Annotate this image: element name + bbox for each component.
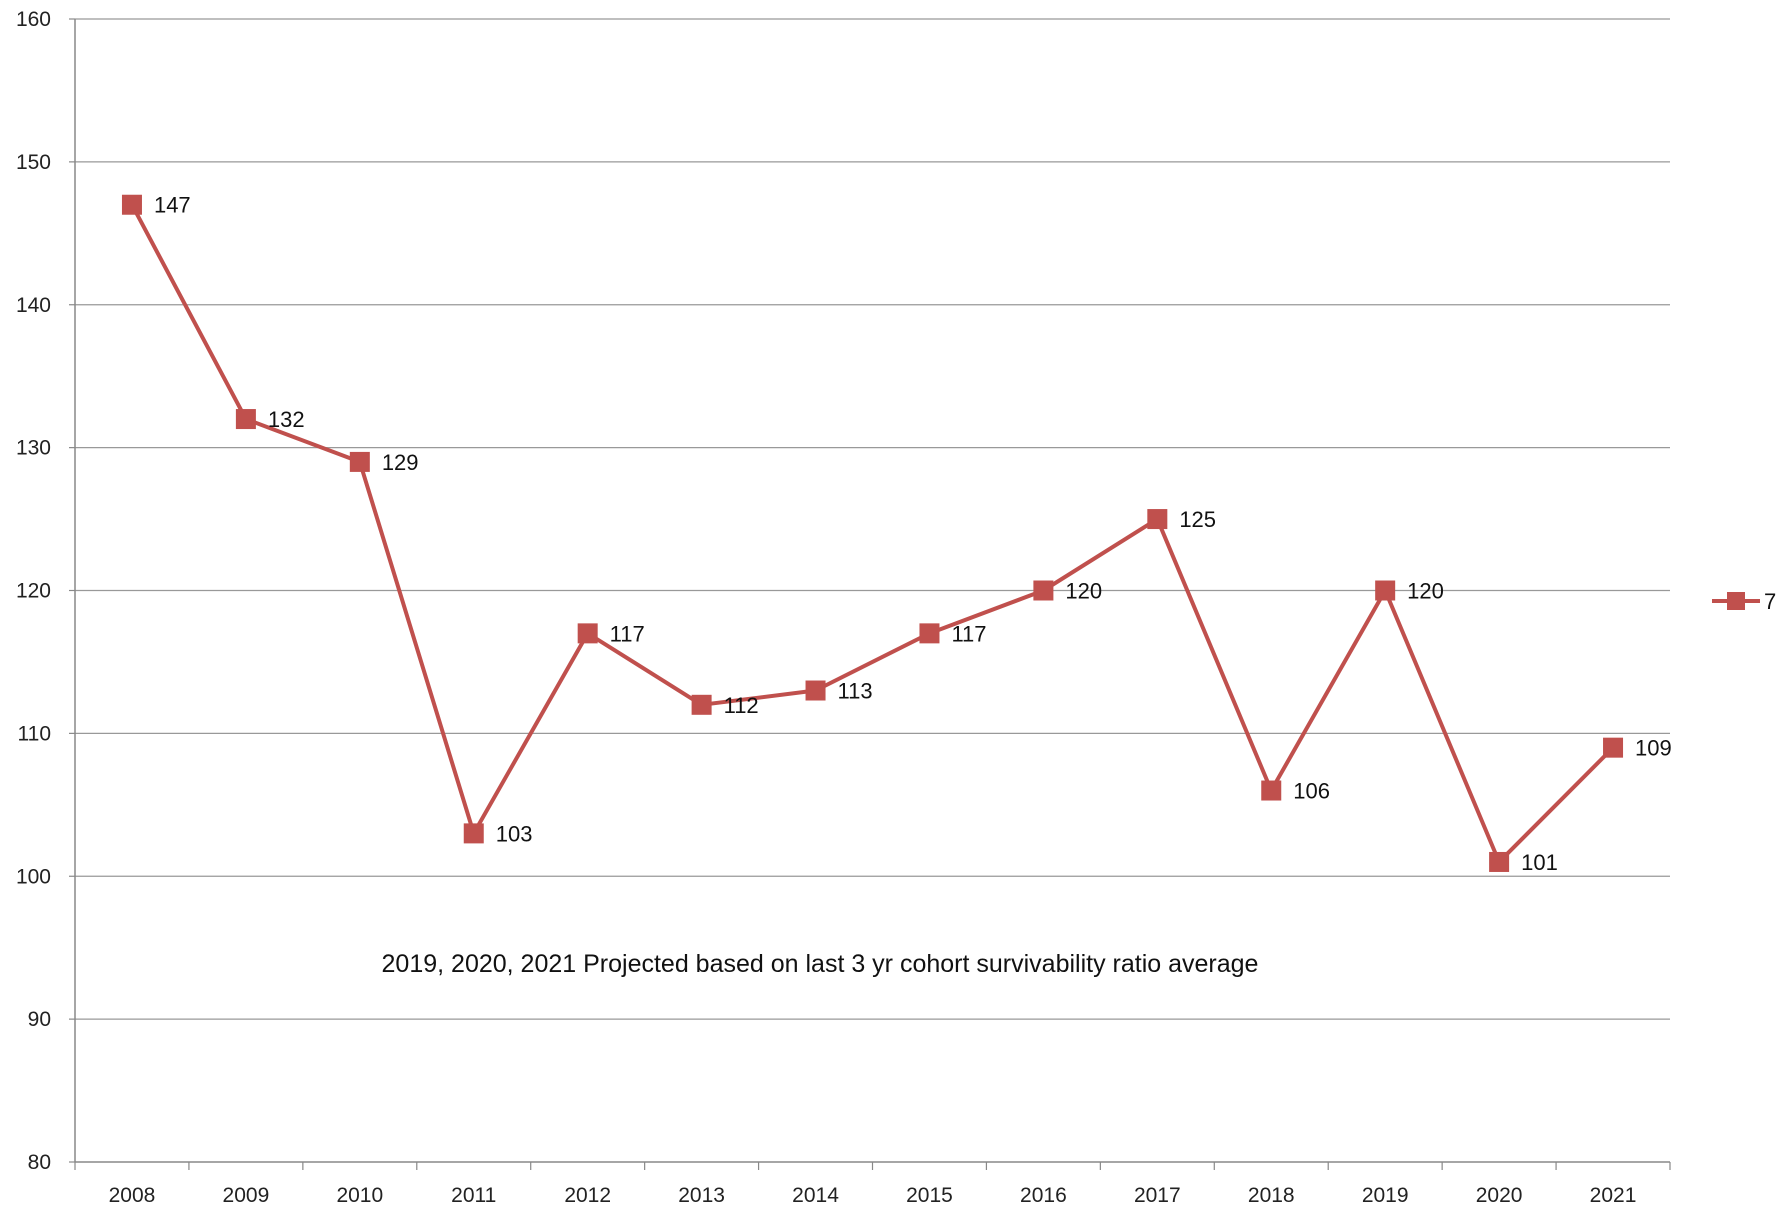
tick-labels: 80 90 100 110 120 130 140 150 160 2008 2009 2010 201… <box>16 8 1636 1207</box>
data-point-2021 <box>1603 737 1624 758</box>
chart-annotation: 2019, 2020, 2021 Projected based on last… <box>382 950 1259 978</box>
data-label-2010: 129 <box>382 450 419 475</box>
x-tick-label-2020: 2020 <box>1476 1184 1523 1207</box>
legend: 7 <box>1712 589 1776 614</box>
y-tick-label: 160 <box>16 8 51 31</box>
data-point-2012 <box>577 623 598 644</box>
axes <box>69 18 1671 1170</box>
x-tick-label-2018: 2018 <box>1248 1184 1295 1207</box>
x-tick-label-2021: 2021 <box>1590 1184 1637 1207</box>
data-label-2013: 112 <box>724 693 759 718</box>
y-tick-label: 90 <box>28 1008 51 1031</box>
data-point-2014 <box>805 680 826 701</box>
x-tick-label-2017: 2017 <box>1134 1184 1181 1207</box>
x-tick-label-2009: 2009 <box>223 1184 270 1207</box>
y-tick-label: 150 <box>16 151 51 174</box>
x-tick-label-2011: 2011 <box>451 1184 496 1207</box>
data-point-2017 <box>1147 509 1168 530</box>
data-point-2019 <box>1375 580 1396 601</box>
data-label-2011: 103 <box>496 821 533 846</box>
data-label-2017: 125 <box>1179 507 1216 532</box>
data-point-2008 <box>121 194 142 215</box>
y-tick-label: 140 <box>16 294 51 317</box>
gridlines <box>75 18 1670 1020</box>
x-tick-label-2008: 2008 <box>109 1184 156 1207</box>
x-tick-label-2016: 2016 <box>1020 1184 1067 1207</box>
data-label-2015: 117 <box>951 621 986 646</box>
data-label-2020: 101 <box>1521 850 1558 875</box>
series-line-7 <box>130 203 1615 864</box>
data-label-2012: 117 <box>610 621 645 646</box>
y-tick-label: 110 <box>18 722 51 745</box>
x-tick-label-2010: 2010 <box>336 1184 383 1207</box>
data-point-2018 <box>1261 780 1282 801</box>
data-label-2008: 147 <box>154 193 191 218</box>
x-tick-label-2013: 2013 <box>678 1184 725 1207</box>
data-label-2018: 106 <box>1293 779 1330 804</box>
y-tick-label: 130 <box>16 437 51 460</box>
y-tick-label: 100 <box>16 865 51 888</box>
data-point-2016 <box>1033 580 1054 601</box>
y-tick-label: 80 <box>28 1151 51 1174</box>
x-tick-label-2014: 2014 <box>792 1184 839 1207</box>
data-point-2011 <box>463 823 484 844</box>
y-tick-label: 120 <box>16 580 51 603</box>
data-point-2010 <box>349 451 370 472</box>
x-tick-label-2012: 2012 <box>564 1184 611 1207</box>
data-label-2016: 120 <box>1065 579 1102 604</box>
data-label-2021: 109 <box>1635 736 1672 761</box>
data-label-2019: 120 <box>1407 579 1444 604</box>
legend-label: 7 <box>1764 589 1776 614</box>
data-labels: 147 132 129 103 117 112 113 117 120 125 106 120 101 1… <box>154 193 1672 875</box>
x-tick-label-2015: 2015 <box>906 1184 953 1207</box>
x-tick-label-2019: 2019 <box>1362 1184 1409 1207</box>
data-point-2020 <box>1489 851 1510 872</box>
series-7 <box>121 194 1624 872</box>
legend-marker <box>1727 592 1745 610</box>
data-point-2013 <box>691 694 712 715</box>
data-label-2014: 113 <box>838 679 873 704</box>
data-point-2009 <box>235 409 256 430</box>
data-label-2009: 132 <box>268 407 305 432</box>
data-point-2015 <box>919 623 940 644</box>
